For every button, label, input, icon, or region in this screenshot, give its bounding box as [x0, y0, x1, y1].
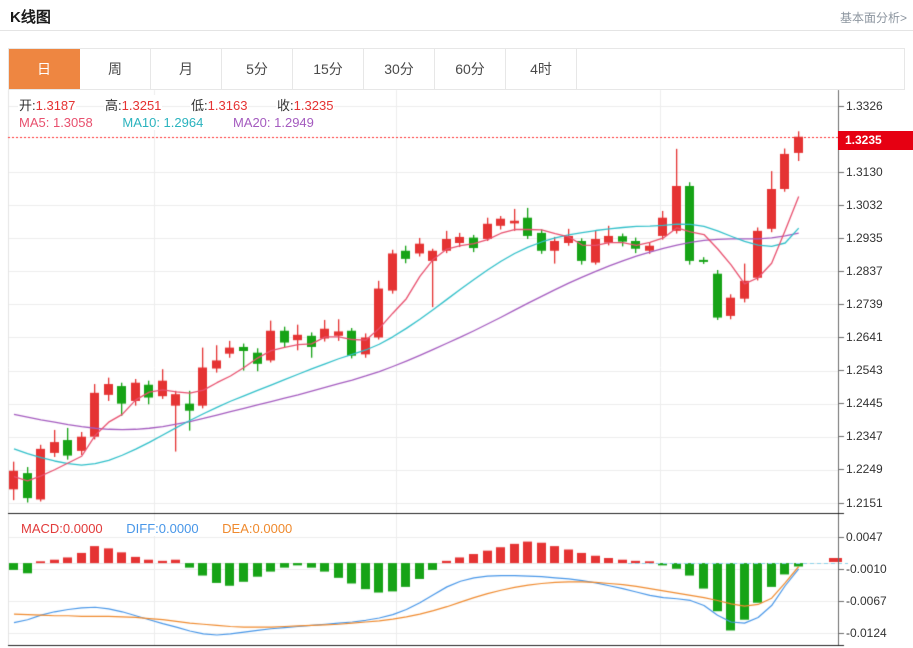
ohlc-close: 收:1.3235	[276, 95, 335, 114]
ma5-item: MA5: 1.3058	[18, 115, 94, 130]
open-value: 1.3187	[35, 98, 76, 113]
price-axis-tick-label: 1.2935	[846, 230, 883, 245]
price-axis-tick-label: 1.2543	[846, 363, 883, 378]
low-value: 1.3163	[207, 98, 248, 113]
page-title: K线图	[10, 9, 51, 26]
ohlc-low: 低:1.3163	[190, 95, 249, 114]
price-axis-tick-label: 1.3130	[846, 165, 883, 180]
ohlc-high: 高:1.3251	[104, 95, 163, 114]
price-badge: 1.3235	[838, 131, 913, 150]
macd-axis-tick-label: -0.0124	[846, 626, 887, 641]
price-axis-tick-label: 1.2641	[846, 330, 883, 345]
price-axis-tick-label: 1.2837	[846, 264, 883, 278]
dea-label: DEA:	[222, 521, 253, 536]
tab-15min[interactable]: 15分	[293, 49, 364, 89]
ohlc-open: 开:1.3187	[18, 95, 77, 114]
price-axis-tick-label: 1.2151	[846, 495, 883, 510]
tab-month[interactable]: 月	[151, 49, 222, 89]
macd-axis-tick-label: 0.0047	[846, 529, 883, 544]
ma20-item: MA20: 1.2949	[231, 115, 315, 130]
price-axis-tick-label: 1.3326	[846, 99, 883, 113]
price-axis-tick-label: 1.2445	[846, 396, 883, 411]
low-label: 低:	[191, 98, 208, 113]
diff-label: DIFF:	[126, 521, 159, 536]
header-divider	[0, 30, 913, 31]
ma5-label: MA5:	[19, 115, 53, 130]
price-axis-tick-label: 1.3032	[846, 198, 883, 213]
macd-value: 0.0000	[62, 521, 103, 536]
diff-value: 0.0000	[158, 521, 199, 536]
ma10-label: MA10:	[122, 115, 164, 130]
dea-value: 0.0000	[252, 521, 293, 536]
tab-60min[interactable]: 60分	[435, 49, 506, 89]
ma20-label: MA20:	[232, 115, 275, 130]
fundamental-analysis-link[interactable]: 基本面分析>	[839, 11, 907, 25]
ma10-item: MA10: 1.2964	[121, 115, 205, 130]
dea-item: DEA:0.0000	[221, 521, 294, 536]
tab-5min[interactable]: 5分	[222, 49, 293, 89]
tab-30min[interactable]: 30分	[364, 49, 435, 89]
tab-week[interactable]: 周	[80, 49, 151, 89]
macd-legend: MACD:0.0000 DIFF:0.0000 DEA:0.0000	[20, 521, 317, 536]
ma5-value: 1.3058	[52, 115, 93, 130]
open-label: 开:	[19, 98, 36, 113]
ma10-value: 1.2964	[163, 115, 204, 130]
high-value: 1.3251	[121, 98, 162, 113]
macd-label: MACD:	[21, 521, 63, 536]
price-axis-tick-label: 1.2347	[846, 429, 883, 444]
tab-day[interactable]: 日	[9, 49, 80, 89]
high-label: 高:	[105, 98, 122, 113]
ma-legend: MA5: 1.3058 MA10: 1.2964 MA20: 1.2949	[18, 115, 339, 130]
macd-axis-tick-label: -0.0010	[846, 561, 887, 576]
diff-item: DIFF:0.0000	[125, 521, 200, 536]
close-value: 1.3235	[293, 98, 334, 113]
price-axis-tick-label: 1.2739	[846, 297, 883, 312]
tab-4hour[interactable]: 4时	[506, 49, 577, 89]
macd-axis-tick-label: -0.0067	[846, 594, 887, 609]
macd-item: MACD:0.0000	[20, 521, 104, 536]
ohlc-legend: 开:1.3187 高:1.3251 低:1.3163 收:1.3235	[18, 95, 358, 114]
ma20-value: 1.2949	[274, 115, 314, 130]
close-label: 收:	[277, 98, 294, 113]
price-axis-tick-label: 1.2249	[846, 462, 883, 477]
tab-bar: 日 周 月 5分 15分 30分 60分 4时	[8, 48, 905, 90]
